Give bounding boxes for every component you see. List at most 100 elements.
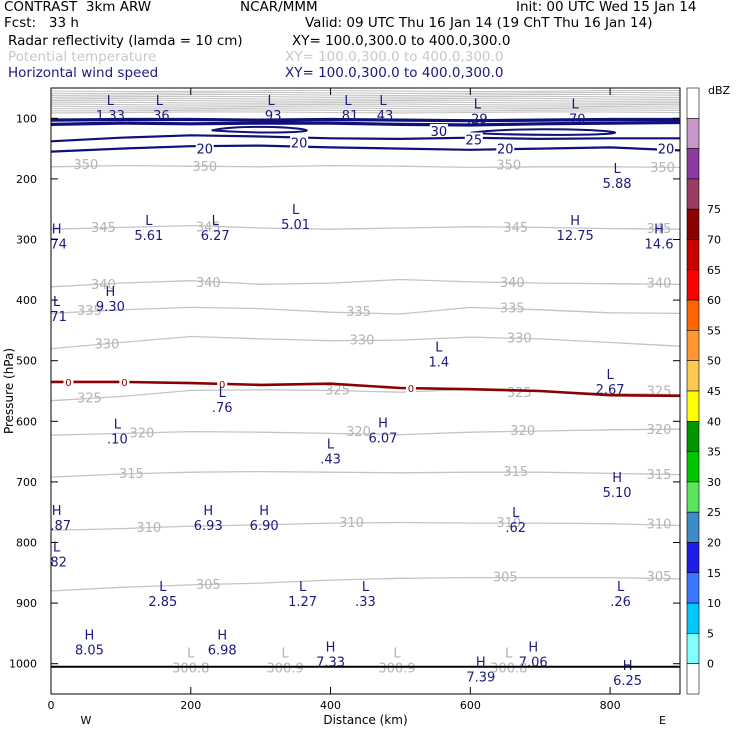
- extremum-value: 7.39: [466, 671, 495, 686]
- colorbar-level: 15: [707, 567, 721, 580]
- colorbar-swatch: [686, 542, 700, 574]
- extremum-value: 1.4: [429, 356, 450, 371]
- colorbar-level: 5: [707, 627, 714, 640]
- extremum-type: L: [512, 506, 520, 521]
- theta-label: 330: [94, 337, 119, 352]
- x-tick-label: 600: [460, 699, 481, 712]
- field-name-theta: Potential temperature: [8, 49, 157, 65]
- colorbar-swatch: [686, 239, 700, 271]
- field-xy-theta: XY= 100.0,300.0 to 400.0,300.0: [285, 49, 504, 65]
- theta-label: 305: [196, 578, 221, 593]
- theta-contour-upper: [51, 99, 680, 102]
- extremum-value: 1.33: [96, 109, 125, 124]
- wind-label-bg: [464, 132, 483, 146]
- theta-label: 335: [77, 304, 102, 319]
- theta-contour-350: [51, 164, 680, 169]
- theta-label: 325: [507, 386, 532, 401]
- colorbar: dBZ 0 5 10 15 20 25 30 35 40 45 50 55 60 65 70 75: [686, 84, 731, 695]
- colorbar-level: 0: [707, 658, 714, 671]
- colorbar-swatch: [686, 572, 700, 604]
- extremum-type: H: [217, 628, 227, 643]
- colorbar-swatch: [686, 330, 700, 361]
- theta-label: 320: [346, 425, 371, 440]
- wind-label: 20: [658, 143, 675, 158]
- extremum-value: 14.6: [645, 237, 674, 252]
- extremum-value: .71: [46, 310, 67, 325]
- extremum-type: L: [474, 98, 482, 113]
- field-xy-wind: XY= 100.0,300.0 to 400.0,300.0: [285, 65, 504, 81]
- surface-extremum-value: 300.9: [378, 662, 415, 677]
- theta-label: 335: [500, 302, 525, 317]
- wind-label-bg: [657, 141, 676, 155]
- extremum-value: 6.25: [613, 674, 642, 689]
- extremum-value: .82: [46, 556, 67, 571]
- extremum-type: L: [114, 418, 122, 433]
- extremum-value: .43: [373, 109, 394, 124]
- x-end-west: W: [80, 714, 91, 727]
- theta-label: 330: [350, 334, 375, 349]
- extremum-value: .70: [565, 113, 586, 128]
- theta-label: 340: [91, 278, 116, 293]
- theta-label: 315: [647, 468, 672, 483]
- theta-contour-335: [51, 306, 680, 315]
- theta-label: 345: [647, 222, 672, 237]
- colorbar-level: 70: [707, 234, 721, 247]
- theta-label: 345: [503, 221, 528, 236]
- colorbar-level: 20: [707, 537, 721, 550]
- theta-label: 350: [496, 159, 521, 174]
- wind-label: 20: [196, 143, 213, 158]
- colorbar-level: 30: [707, 476, 721, 489]
- extremum-value: .62: [505, 521, 526, 536]
- colorbar-swatch: [686, 87, 700, 119]
- extremum-value: .93: [261, 109, 282, 124]
- theta-label: 350: [192, 160, 217, 175]
- extremum-type: H: [259, 504, 269, 519]
- reflectivity-label: 0: [65, 378, 71, 389]
- extremum-type: L: [299, 580, 307, 595]
- colorbar-level: 45: [707, 385, 721, 398]
- theta-label: 310: [647, 517, 672, 532]
- init-time: Init: 00 UTC Wed 15 Jan 14: [516, 0, 697, 15]
- extremum-type: H: [85, 628, 95, 643]
- colorbar-level: 60: [707, 294, 721, 307]
- extremum-type: L: [292, 203, 300, 218]
- extremum-value: 6.98: [208, 643, 237, 658]
- y-tick-label: 100: [16, 112, 37, 125]
- theta-contour-345: [51, 224, 680, 230]
- extremum-type: L: [606, 368, 614, 383]
- wind-contour-25: [51, 120, 680, 127]
- extremum-value: 5.87: [42, 519, 71, 534]
- extremum-type: L: [156, 94, 164, 109]
- x-tick-label: 0: [48, 699, 55, 712]
- theta-contour-upper: [51, 103, 680, 106]
- theta-label: 335: [346, 305, 371, 320]
- extremum-value: .43: [320, 453, 341, 468]
- colorbar-swatch: [686, 208, 700, 240]
- colorbar-level: 40: [707, 415, 721, 428]
- theta-label: 345: [196, 220, 221, 235]
- theta-contour-upper: [51, 105, 680, 108]
- reflectivity-contour-0: [51, 380, 680, 398]
- wind-label-bg: [290, 135, 309, 149]
- extremum-value: 6.07: [368, 431, 397, 446]
- extremum-type: H: [570, 214, 580, 229]
- plot-frame: [50, 87, 681, 695]
- colorbar-swatch: [686, 633, 700, 665]
- valid-time: Valid: 09 UTC Thu 16 Jan 14 (19 ChT Thu …: [305, 15, 653, 31]
- extremum-value: 5.61: [134, 229, 163, 244]
- wind-label-bg: [429, 124, 448, 138]
- surface-extremum-value: 300.8: [172, 662, 209, 677]
- theta-label: 320: [510, 424, 535, 439]
- colorbar-level: 35: [707, 446, 721, 459]
- theta-label: 325: [647, 385, 672, 400]
- surface-extremum-value: 300.9: [267, 662, 304, 677]
- theta-contour-upper: [51, 89, 680, 93]
- extremum-type: L: [219, 386, 227, 401]
- extremum-value: 5.01: [281, 218, 310, 233]
- reflectivity-label: 0: [408, 384, 414, 395]
- extremum-value: 6.93: [194, 519, 223, 534]
- colorbar-unit: dBZ: [708, 84, 731, 97]
- colorbar-level: 25: [707, 506, 721, 519]
